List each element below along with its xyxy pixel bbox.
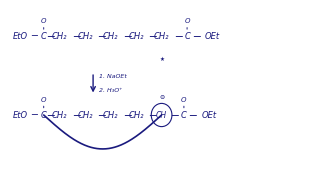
Text: OEt: OEt	[205, 32, 220, 41]
Text: CH₂: CH₂	[103, 32, 118, 41]
Text: ─: ─	[149, 31, 156, 41]
Text: ⊖: ⊖	[159, 95, 164, 100]
Text: ─: ─	[47, 110, 54, 120]
Text: CH: CH	[156, 111, 167, 120]
Text: C: C	[184, 32, 190, 41]
Text: ─: ─	[73, 110, 80, 120]
Text: EtO: EtO	[13, 32, 28, 41]
Text: CH₂: CH₂	[77, 111, 93, 120]
Text: ★: ★	[159, 57, 164, 62]
Text: CH₂: CH₂	[52, 111, 68, 120]
Text: ─: ─	[189, 110, 196, 120]
Text: CH₂: CH₂	[128, 32, 144, 41]
Text: ─: ─	[73, 31, 80, 41]
Text: ─: ─	[98, 110, 105, 120]
Text: ─: ─	[47, 31, 54, 41]
Text: O: O	[41, 18, 46, 24]
Text: ─: ─	[175, 31, 181, 41]
Text: ─: ─	[31, 31, 37, 41]
Text: CH₂: CH₂	[154, 32, 169, 41]
Text: C: C	[181, 111, 187, 120]
Text: OEt: OEt	[202, 111, 217, 120]
Text: CH₂: CH₂	[77, 32, 93, 41]
Text: CH₂: CH₂	[103, 111, 118, 120]
Text: CH₂: CH₂	[128, 111, 144, 120]
Text: ─: ─	[124, 110, 131, 120]
Text: ─: ─	[149, 110, 156, 120]
Text: CH₂: CH₂	[52, 32, 68, 41]
Text: ─: ─	[31, 110, 37, 120]
Text: C: C	[41, 32, 47, 41]
Text: EtO: EtO	[13, 111, 28, 120]
Text: ─: ─	[193, 31, 199, 41]
Text: O: O	[181, 97, 187, 103]
Text: ─: ─	[98, 31, 105, 41]
Text: ─: ─	[124, 31, 131, 41]
Text: ─: ─	[172, 110, 178, 120]
Text: 2. H₃O⁺: 2. H₃O⁺	[100, 88, 123, 93]
Text: C: C	[41, 111, 47, 120]
Text: O: O	[184, 18, 190, 24]
Text: 1. NaOEt: 1. NaOEt	[100, 74, 127, 79]
Text: O: O	[41, 97, 46, 103]
